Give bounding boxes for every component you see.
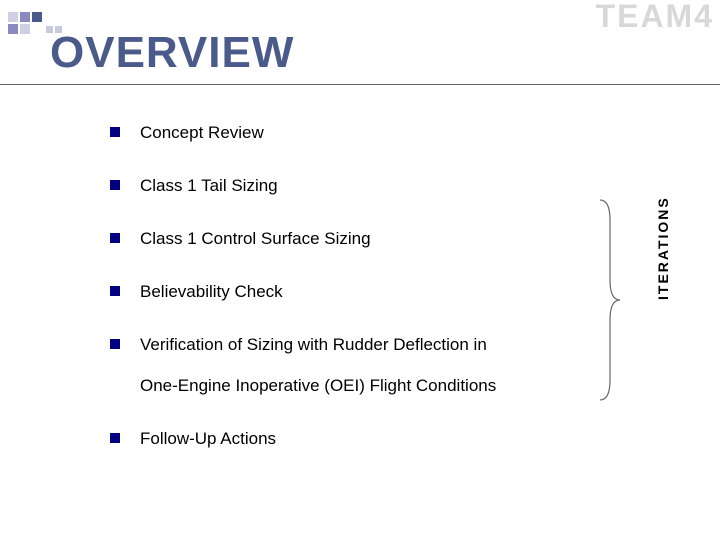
list-item: Verification of Sizing with Rudder Defle… bbox=[110, 334, 580, 357]
bullet-text: Class 1 Tail Sizing bbox=[140, 175, 278, 198]
bullet-marker-icon bbox=[110, 433, 120, 443]
list-item: Class 1 Tail Sizing bbox=[110, 175, 580, 198]
list-item: Believability Check bbox=[110, 281, 580, 304]
list-item: Class 1 Control Surface Sizing bbox=[110, 228, 580, 251]
bullet-text: Verification of Sizing with Rudder Defle… bbox=[140, 334, 487, 357]
bullet-text: Concept Review bbox=[140, 122, 264, 145]
iterations-bracket bbox=[600, 200, 620, 400]
bullet-continuation: One-Engine Inoperative (OEI) Flight Cond… bbox=[140, 375, 580, 398]
bullet-text: Follow-Up Actions bbox=[140, 428, 276, 451]
list-item: Concept Review bbox=[110, 122, 580, 145]
slide: TEAM4 OVERVIEW Concept Review Class 1 Tai… bbox=[0, 0, 720, 540]
bullet-marker-icon bbox=[110, 233, 120, 243]
bullet-marker-icon bbox=[110, 339, 120, 349]
iterations-label: ITERATIONS bbox=[655, 196, 671, 300]
team-watermark: TEAM4 bbox=[596, 0, 714, 35]
list-item: Follow-Up Actions bbox=[110, 428, 580, 451]
decoration-square bbox=[20, 24, 30, 34]
bullet-marker-icon bbox=[110, 180, 120, 190]
bullet-text: Class 1 Control Surface Sizing bbox=[140, 228, 371, 251]
decoration-square bbox=[8, 24, 18, 34]
decoration-square bbox=[20, 12, 30, 22]
bullet-list: Concept Review Class 1 Tail Sizing Class 1… bbox=[110, 122, 580, 481]
page-title: OVERVIEW bbox=[50, 28, 294, 78]
bullet-text: Believability Check bbox=[140, 281, 283, 304]
decoration-square bbox=[8, 12, 18, 22]
title-underline bbox=[0, 84, 720, 85]
bullet-marker-icon bbox=[110, 127, 120, 137]
decoration-square bbox=[32, 12, 42, 22]
bullet-marker-icon bbox=[110, 286, 120, 296]
